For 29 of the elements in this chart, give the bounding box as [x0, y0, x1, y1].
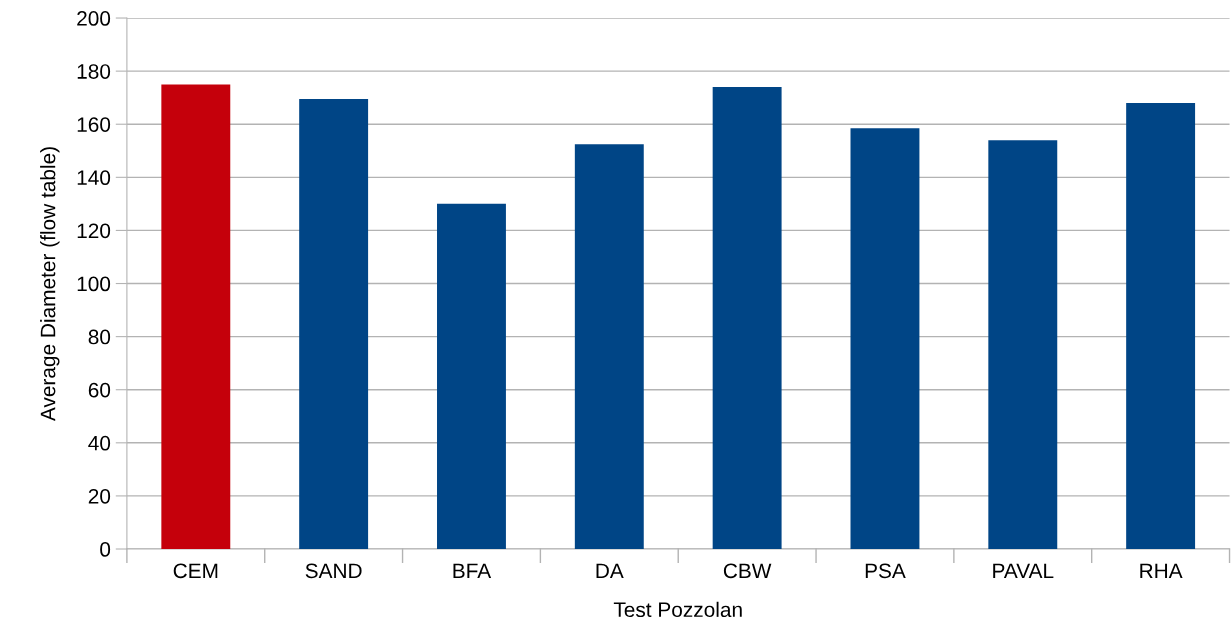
bar — [437, 203, 506, 550]
bar — [988, 140, 1058, 550]
x-tick-label: CBW — [723, 563, 772, 579]
bar — [161, 84, 231, 550]
bar — [574, 144, 644, 550]
x-tick-label: CEM — [173, 563, 218, 579]
y-tick-label: 200 — [77, 11, 111, 26]
x-tick-label: BFA — [453, 563, 492, 578]
bar — [299, 99, 369, 550]
x-tick-label: DA — [596, 563, 624, 578]
y-tick-label: 80 — [88, 329, 111, 345]
bar — [1126, 102, 1196, 550]
x-tick-label: RHA — [1140, 563, 1183, 578]
bar — [712, 87, 782, 550]
y-tick-label: 160 — [77, 117, 111, 132]
x-tick-label: PSA — [865, 563, 906, 579]
x-tick-label: PAVAL — [993, 563, 1054, 578]
bar — [850, 128, 920, 550]
y-tick-label: 120 — [77, 223, 111, 239]
y-tick-label: 20 — [88, 488, 111, 504]
y-tick-label: 140 — [77, 170, 111, 186]
y-tick-label: 0 — [100, 542, 111, 557]
y-tick-label: 180 — [77, 64, 111, 79]
x-tick-label: SAND — [305, 563, 362, 579]
y-tick-label: 60 — [88, 382, 111, 398]
y-axis-title: Average Diameter (flow table) — [40, 147, 60, 422]
y-tick-label: 100 — [77, 276, 111, 292]
y-tick-label: 40 — [88, 435, 111, 451]
x-axis-title: Test Pozzolan — [613, 601, 742, 618]
